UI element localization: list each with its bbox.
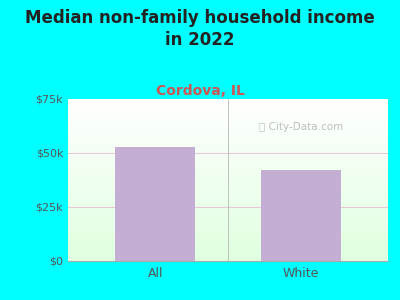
- Text: Median non-family household income
in 2022: Median non-family household income in 20…: [25, 9, 375, 49]
- Text: ⓘ City-Data.com: ⓘ City-Data.com: [260, 122, 344, 131]
- Bar: [115, 146, 195, 261]
- Bar: [261, 170, 341, 261]
- Text: Cordova, IL: Cordova, IL: [156, 84, 244, 98]
